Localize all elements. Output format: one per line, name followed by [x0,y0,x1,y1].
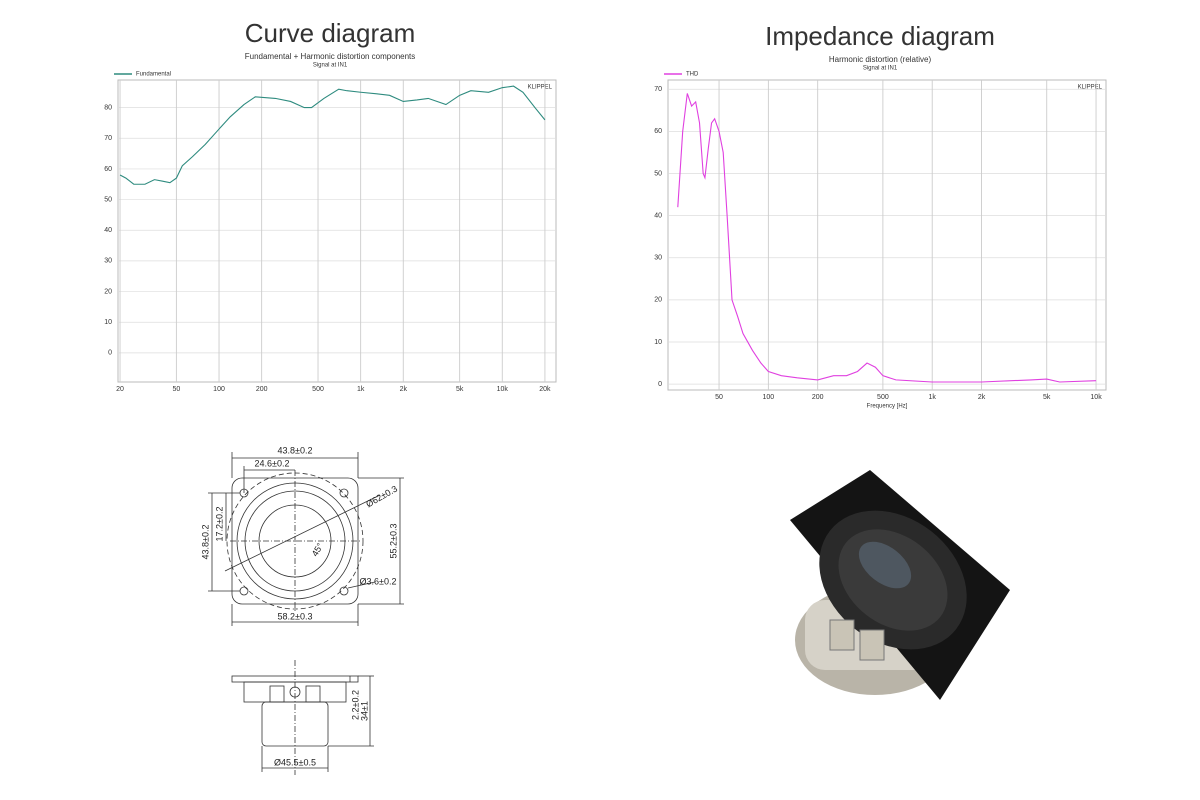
chart-note: Signal at IN1 [863,66,898,72]
x-tick-label: 1k [929,394,937,401]
y-tick-label: 70 [104,135,112,142]
x-tick-label: 2k [400,386,408,393]
dimension-label: Ø62±0.3 [364,484,399,510]
dimension-label: 24.6±0.2 [255,458,290,468]
watermark: KLIPPEL [528,85,553,91]
y-tick-label: 40 [654,212,662,219]
front-view-drawing [208,452,404,626]
chart-title: Impedance diagram [765,21,995,51]
dimension-label: Ø45.5±0.5 [274,757,316,767]
x-tick-label: 50 [715,394,723,401]
legend-label: THD [686,72,699,78]
dimension-label: 43.8±0.2 [200,525,210,560]
y-tick-label: 80 [104,104,112,111]
product-photo [790,470,1010,700]
x-tick-label: 100 [763,394,775,401]
dimension-label: 55.2±0.3 [388,524,398,559]
y-tick-label: 0 [108,350,112,357]
y-tick-label: 10 [654,339,662,346]
x-tick-label: 5k [1043,394,1051,401]
x-tick-label: 2k [978,394,986,401]
y-tick-label: 20 [654,297,662,304]
x-tick-label: 50 [172,386,180,393]
x-tick-label: 500 [312,386,324,393]
y-tick-label: 50 [104,196,112,203]
x-tick-label: 5k [456,386,464,393]
chart-subtitle: Fundamental + Harmonic distortion compon… [245,52,416,61]
dimension-label: 34±1 [359,701,369,721]
y-tick-label: 20 [104,288,112,295]
side-view-drawing [231,660,374,775]
chart-title: Curve diagram [245,18,416,48]
x-tick-label: 20 [116,386,124,393]
x-tick-label: 10k [497,386,509,393]
dimension-label: 43.8±0.2 [278,445,313,455]
y-tick-label: 40 [104,227,112,234]
y-tick-label: 0 [658,381,662,388]
plot-area [667,79,1107,391]
x-tick-label: 100 [213,386,225,393]
y-tick-label: 30 [654,255,662,262]
data-line [119,85,546,185]
x-tick-label: 20k [539,386,551,393]
y-tick-label: 10 [104,319,112,326]
dimension-label: 2.2±0.2 [350,690,360,720]
plot-area [117,79,557,383]
dimension-label: 58.2±0.3 [278,611,313,621]
legend-label: Fundamental [136,72,171,78]
chart-note: Signal at IN1 [313,63,348,69]
x-tick-label: 500 [877,394,889,401]
data-line [677,93,1097,383]
y-tick-label: 60 [654,128,662,135]
y-tick-label: 50 [654,170,662,177]
x-tick-label: 10k [1090,394,1102,401]
dimension-label: 45° [310,541,326,558]
y-tick-label: 70 [654,86,662,93]
x-tick-label: 200 [256,386,268,393]
dimension-label: Ø3.6±0.2 [360,576,397,586]
chart-subtitle: Harmonic distortion (relative) [829,55,932,64]
x-tick-label: 200 [812,394,824,401]
watermark: KLIPPEL [1078,85,1103,91]
dimension-label: 17.2±0.2 [214,507,224,542]
x-tick-label: 1k [357,386,365,393]
y-tick-label: 60 [104,166,112,173]
x-axis-label: Frequency [Hz] [867,404,908,410]
y-tick-label: 30 [104,258,112,265]
